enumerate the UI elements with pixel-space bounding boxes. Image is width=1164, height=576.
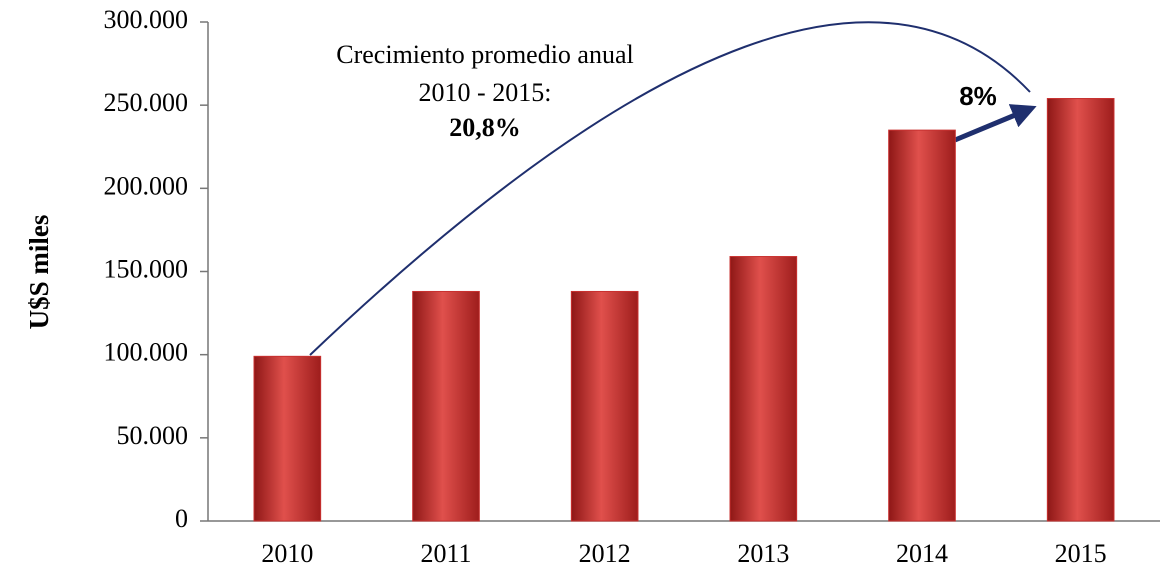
- y-tick-label: 200.000: [104, 171, 189, 200]
- bar: [729, 256, 798, 522]
- y-tick-label: 50.000: [117, 421, 189, 450]
- bar: [1046, 98, 1115, 522]
- bar: [570, 290, 639, 522]
- growth-arrow: [954, 104, 1037, 143]
- y-tick-label: 0: [175, 504, 188, 533]
- x-tick-label: 2010: [261, 539, 313, 568]
- bar: [253, 355, 322, 522]
- bar: [888, 129, 956, 522]
- y-axis-label: U$S miles: [24, 215, 54, 330]
- x-tick-label: 2013: [737, 539, 789, 568]
- y-tick-label: 150.000: [104, 254, 189, 283]
- x-tick-label: 2015: [1055, 539, 1107, 568]
- annotation: 8%: [959, 81, 997, 111]
- y-tick-label: 250.000: [104, 88, 189, 117]
- annotation: Crecimiento promedio anual: [336, 40, 633, 69]
- y-tick-label: 300.000: [104, 5, 189, 34]
- y-tick-label: 100.000: [104, 338, 189, 367]
- x-tick-label: 2011: [420, 539, 471, 568]
- annotation: 2010 - 2015:: [419, 78, 552, 107]
- bar: [412, 290, 480, 522]
- annotation: 20,8%: [449, 113, 521, 142]
- x-tick-label: 2014: [896, 539, 948, 568]
- x-tick-label: 2012: [579, 539, 631, 568]
- growth-curve: [309, 21, 1031, 356]
